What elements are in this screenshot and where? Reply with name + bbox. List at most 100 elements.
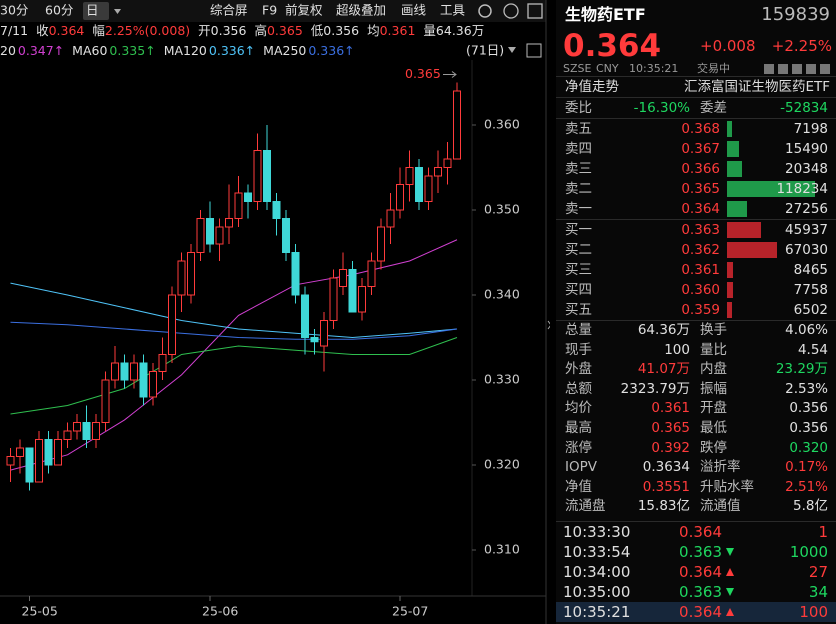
info-label: 量: [423, 23, 436, 38]
candle-body: [386, 209, 395, 228]
help-icon[interactable]: [503, 3, 519, 19]
info-value: 2.25%(0.008): [105, 23, 190, 38]
candle-body: [149, 371, 157, 398]
ratio-value: -16.30%: [633, 100, 690, 116]
trade-row: 10:34:00 0.364 27: [556, 562, 836, 582]
candle-body: [35, 439, 43, 483]
trade-row: 10:33:30 0.364 1: [556, 520, 836, 542]
ma-line: [10, 321, 458, 340]
stat-value: 4.06%: [785, 322, 828, 338]
stat-label: 内盘: [700, 361, 727, 378]
period-icon[interactable]: [526, 43, 542, 58]
info-value: 0.364: [49, 23, 85, 38]
toolbar-button[interactable]: 60分: [45, 3, 73, 18]
active-tab-bg: [83, 2, 109, 20]
candle-body: [405, 167, 414, 185]
settings-icon[interactable]: [478, 4, 492, 18]
security-name: 生物药ETF: [565, 5, 646, 24]
toolbar-button[interactable]: 日: [86, 3, 99, 18]
window-icon[interactable]: [527, 3, 543, 19]
info-label: 高: [254, 23, 267, 38]
level-volume: 45937: [785, 222, 828, 238]
stat-label: 升贴水率: [700, 478, 754, 495]
direction-arrow: [726, 547, 734, 556]
toolbar-button[interactable]: F9: [262, 3, 277, 18]
volume-bar: [727, 181, 815, 197]
level-price: 0.359: [681, 302, 720, 318]
annotation: 0.365: [405, 66, 441, 81]
info-label: 收: [36, 23, 49, 38]
trade-time: 10:33:30: [563, 522, 631, 541]
candle-body: [244, 192, 252, 202]
candle-body: [92, 422, 100, 440]
info-value: 0.356: [211, 23, 247, 38]
candle-body: [111, 362, 119, 381]
dropdown-icon[interactable]: [114, 9, 121, 14]
ma-legend: 20 0.347↑ MA60 0.335↑ MA120 0.336↑ MA250 0.336↑: [0, 43, 355, 58]
period-dropdown[interactable]: [508, 47, 516, 53]
candle-body: [206, 218, 214, 245]
stat-value: 4.54: [797, 341, 828, 358]
x-tick-label: 25-07: [392, 604, 428, 619]
stat-row: 外盘 41.07万 内盘 23.29万: [556, 360, 836, 380]
toolbar-button[interactable]: 综合屏: [210, 3, 248, 18]
trade-row: 10:35:21 0.364 100: [556, 601, 836, 622]
price-row: 0.364 +0.008 +2.25%: [556, 30, 836, 62]
toolbar-button[interactable]: 前复权: [285, 3, 323, 18]
candle-body: [263, 150, 271, 202]
volume-bar: [727, 141, 739, 157]
stat-value: 0.17%: [785, 459, 828, 476]
trade-time: 10:34:00: [563, 562, 631, 581]
collapse-icon[interactable]: [547, 320, 550, 330]
stat-label: 振幅: [700, 380, 727, 397]
stat-label: 跌停: [700, 439, 727, 456]
stat-value: 0.320: [789, 439, 828, 456]
level-price: 0.362: [681, 242, 720, 258]
candle-body: [396, 184, 404, 211]
toolbar-button[interactable]: 超级叠加: [336, 3, 386, 18]
y-tick-label: 0.330: [484, 372, 520, 387]
candle-body: [44, 439, 53, 466]
trade-price: 0.364: [679, 562, 722, 581]
candle-body: [82, 422, 91, 440]
level-label: 买一: [565, 222, 592, 238]
level-volume: 8465: [793, 262, 828, 278]
stat-value: 0.3551: [642, 478, 690, 495]
stat-value: 0.356: [789, 400, 828, 417]
candle-body: [358, 286, 366, 313]
stat-row: 流通盘 15.83亿 流通值 5.8亿: [556, 497, 836, 517]
stat-label: 最高: [565, 419, 592, 436]
trade-time: 10:35:00: [563, 582, 631, 601]
stat-value: 100: [664, 341, 690, 358]
info-value: 0.361: [380, 23, 416, 38]
stat-value: 2.51%: [785, 478, 828, 495]
price-change-pct: +2.25%: [771, 37, 832, 55]
info-label: 幅: [92, 23, 105, 38]
info-line: 7/11 收0.364 幅2.25%(0.008) 开0.356 高0.365 低0.35…: [0, 23, 484, 38]
toolbar-button[interactable]: 工具: [440, 3, 466, 18]
trade-volume: 1000: [789, 542, 828, 561]
fund-name: 汇添富国证生物医药ETF: [683, 79, 830, 95]
ma-line: [10, 282, 458, 339]
level-label: 卖三: [565, 161, 592, 177]
stat-value: 2.53%: [785, 380, 828, 397]
toolbar-button[interactable]: 30分: [0, 3, 28, 18]
trade-volume: 1: [818, 522, 828, 541]
volume-bar: [727, 222, 762, 238]
legend-value: 0.336↑: [209, 43, 255, 58]
candle-body: [63, 430, 72, 440]
stat-label: 溢折率: [700, 459, 741, 476]
stat-label: 现手: [565, 341, 592, 358]
info-label: 开: [198, 23, 211, 38]
stat-label: 量比: [700, 341, 727, 358]
level-label: 卖一: [565, 201, 592, 217]
trade-price: 0.363: [679, 582, 722, 601]
legend-name: MA60: [72, 43, 107, 58]
toolbar-button[interactable]: 画线: [401, 3, 427, 18]
info-value: 0.356: [323, 23, 359, 38]
candle-body: [16, 447, 24, 457]
title-row: 生物药ETF 159839: [556, 0, 836, 30]
stat-value: 0.365: [651, 419, 690, 436]
info-label: 均: [367, 23, 380, 38]
candle-body: [424, 175, 433, 202]
